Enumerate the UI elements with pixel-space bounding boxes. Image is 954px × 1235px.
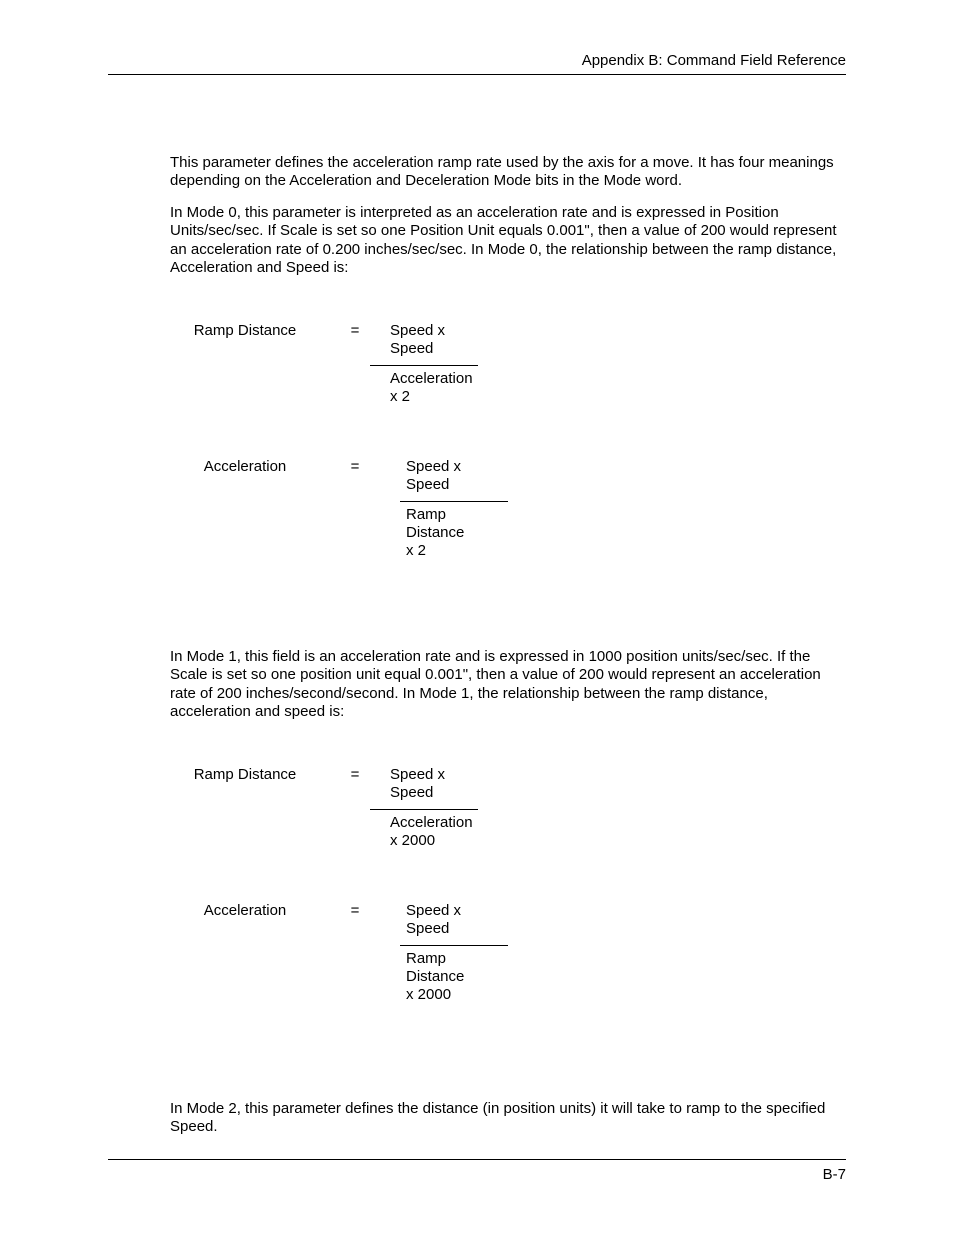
- formula-lhs: Acceleration: [170, 902, 320, 920]
- fraction-numerator: Speed x Speed: [390, 766, 508, 803]
- formula-rhs: Speed x Speed Ramp Distance x 2000: [390, 902, 508, 1004]
- header-rule: [108, 74, 846, 75]
- paragraph-3: In Mode 1, this field is an acceleration…: [170, 648, 846, 721]
- formula-set-1: Ramp Distance = Speed x Speed Accelerati…: [170, 322, 508, 561]
- header-text: Appendix B: Command Field Reference: [582, 52, 846, 69]
- fraction-denominator: Ramp Distance x 2000: [406, 950, 508, 1005]
- formula-rhs: Speed x Speed Acceleration x 2000: [390, 766, 508, 850]
- formula-set-2: Ramp Distance = Speed x Speed Accelerati…: [170, 766, 508, 1005]
- equals-sign: =: [320, 766, 390, 783]
- fraction-numerator: Speed x Speed: [390, 322, 508, 359]
- paragraph-1: This parameter defines the acceleration …: [170, 154, 846, 191]
- paragraph-4: In Mode 2, this parameter defines the di…: [170, 1100, 846, 1137]
- equals-sign: =: [320, 322, 390, 339]
- formula-rhs: Speed x Speed Acceleration x 2: [390, 322, 508, 406]
- fraction-denominator: Acceleration x 2000: [390, 814, 508, 851]
- formula-lhs: Acceleration: [170, 458, 320, 476]
- paragraph-2: In Mode 0, this parameter is interpreted…: [170, 204, 846, 277]
- fraction-denominator: Ramp Distance x 2: [406, 506, 508, 561]
- formula-1: Ramp Distance = Speed x Speed Accelerati…: [170, 322, 508, 406]
- formula-rhs: Speed x Speed Ramp Distance x 2: [390, 458, 508, 560]
- footer-rule: [108, 1159, 846, 1160]
- formula-2: Acceleration = Speed x Speed Ramp Distan…: [170, 458, 508, 560]
- fraction-bar: [370, 809, 478, 810]
- fraction-numerator: Speed x Speed: [406, 458, 508, 495]
- fraction-bar: [400, 501, 508, 502]
- formula-3: Ramp Distance = Speed x Speed Accelerati…: [170, 766, 508, 850]
- formula-lhs: Ramp Distance: [170, 766, 320, 784]
- formula-lhs: Ramp Distance: [170, 322, 320, 340]
- fraction-numerator: Speed x Speed: [406, 902, 508, 939]
- equals-sign: =: [320, 458, 390, 475]
- page: Appendix B: Command Field Reference This…: [0, 0, 954, 1235]
- equals-sign: =: [320, 902, 390, 919]
- fraction-denominator: Acceleration x 2: [390, 370, 508, 407]
- fraction-bar: [400, 945, 508, 946]
- formula-4: Acceleration = Speed x Speed Ramp Distan…: [170, 902, 508, 1004]
- page-number: B-7: [823, 1166, 846, 1183]
- fraction-bar: [370, 365, 478, 366]
